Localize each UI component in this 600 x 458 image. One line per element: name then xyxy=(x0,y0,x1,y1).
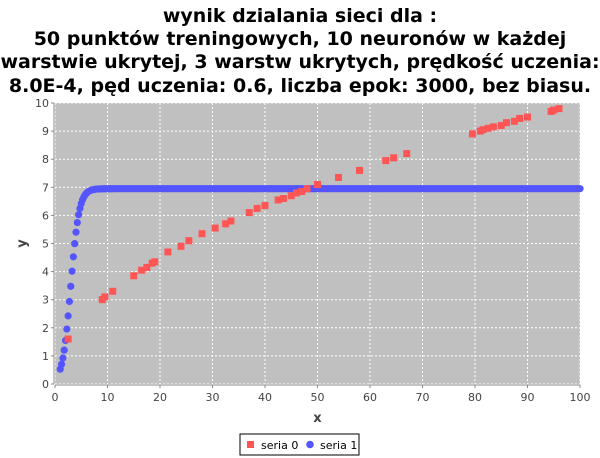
seria-0-point xyxy=(510,117,518,125)
seria-1-point xyxy=(69,253,77,261)
seria-0-point xyxy=(222,220,230,228)
y-tick-label: 3 xyxy=(42,294,49,307)
seria-1-point xyxy=(64,312,72,320)
x-axis-label: x xyxy=(313,411,322,426)
y-tick-label: 0 xyxy=(42,378,49,391)
seria-1-point xyxy=(72,228,80,236)
seria-0-point xyxy=(198,230,206,238)
seria-1-point xyxy=(73,218,81,227)
seria-1-point xyxy=(67,282,75,290)
seria-1-point xyxy=(59,354,67,362)
seria-1-point xyxy=(60,346,68,354)
x-tick-label: 100 xyxy=(570,391,591,404)
seria-0-point xyxy=(138,266,146,274)
series-seria-0 xyxy=(64,105,563,343)
x-tick-label: 0 xyxy=(52,391,59,404)
y-tick-label: 6 xyxy=(42,209,49,222)
x-tick-label: 80 xyxy=(468,391,482,404)
chart-title-line: warstwie ukrytej, 3 warstw ukrytych, prę… xyxy=(0,51,599,73)
seria-0-point xyxy=(303,185,311,193)
seria-0-point xyxy=(274,196,282,204)
seria-0-point xyxy=(151,258,159,266)
seria-1-point xyxy=(71,240,79,248)
x-axis-ticks: 0 10 20 30 40 50 60 70 80 90 100 xyxy=(52,385,591,404)
seria-0-point xyxy=(298,188,306,196)
y-tick-label: 1 xyxy=(42,350,49,363)
seria-1-point xyxy=(68,267,76,275)
y-axis-ticks: 0 1 2 3 4 5 6 7 8 9 10 xyxy=(35,97,54,391)
y-tick-label: 8 xyxy=(42,153,49,166)
seria-0-point xyxy=(497,121,505,129)
seria-0-point xyxy=(314,180,321,188)
legend-marker-seria-0 xyxy=(247,441,254,448)
y-axis-label: y xyxy=(15,239,30,248)
seria-0-point xyxy=(261,202,269,210)
seria-0-point xyxy=(503,119,510,127)
seria-1-point xyxy=(65,297,74,306)
chart-title-line: wynik dzialania sieci dla : xyxy=(163,5,437,27)
seria-0-point xyxy=(109,287,117,295)
seria-0-point xyxy=(489,123,497,131)
seria-0-point xyxy=(356,166,363,174)
legend-marker-seria-1 xyxy=(306,440,314,449)
x-tick-label: 90 xyxy=(521,391,535,404)
y-tick-label: 9 xyxy=(42,125,49,138)
seria-0-point xyxy=(245,209,253,217)
seria-0-point xyxy=(484,124,492,132)
seria-1-point xyxy=(57,360,66,368)
seria-0-point xyxy=(524,113,531,121)
x-tick-label: 10 xyxy=(101,391,115,404)
seria-0-point xyxy=(516,114,524,122)
x-tick-label: 20 xyxy=(153,391,167,404)
seria-0-point xyxy=(382,157,390,165)
seria-1-point xyxy=(576,185,584,193)
legend-box xyxy=(239,433,360,456)
seria-0-point xyxy=(550,106,558,114)
chart-title-line: 8.0E-4, pęd uczenia: 0.6, liczba epok: 3… xyxy=(9,75,591,97)
seria-0-point xyxy=(293,189,300,197)
chart-title-line: 50 punktów treningowych, 10 neuronów w k… xyxy=(34,28,567,50)
gridlines xyxy=(54,102,581,385)
legend-label-seria-1: seria 1 xyxy=(320,439,357,452)
legend-label-seria-0: seria 0 xyxy=(261,439,298,452)
seria-0-point xyxy=(403,150,411,158)
y-tick-label: 2 xyxy=(42,322,49,335)
seria-0-point xyxy=(335,173,342,181)
y-tick-label: 4 xyxy=(42,266,49,279)
seria-0-point xyxy=(101,293,109,301)
y-tick-label: 10 xyxy=(35,97,49,110)
y-tick-label: 5 xyxy=(42,238,49,251)
seria-0-point xyxy=(130,272,138,280)
chart-title: wynik dzialania sieci dla :50 punktów tr… xyxy=(0,5,599,97)
seria-0-point xyxy=(227,217,235,225)
seria-0-point xyxy=(177,242,185,250)
x-tick-label: 30 xyxy=(206,391,220,404)
seria-0-point xyxy=(143,263,151,271)
seria-0-point xyxy=(555,105,563,113)
x-tick-label: 60 xyxy=(363,391,377,404)
legend: seria 0 seria 1 xyxy=(239,433,360,456)
seria-0-point xyxy=(468,130,476,138)
seria-0-point xyxy=(64,335,72,343)
seria-0-point xyxy=(253,204,261,212)
seria-0-point xyxy=(279,195,287,203)
y-tick-label: 7 xyxy=(42,181,49,194)
x-tick-label: 50 xyxy=(311,391,325,404)
seria-0-point xyxy=(287,192,295,200)
series-seria-1 xyxy=(56,185,584,373)
x-tick-label: 40 xyxy=(258,391,272,404)
seria-0-point xyxy=(164,248,172,256)
seria-1-point xyxy=(63,325,71,333)
seria-1-point xyxy=(75,211,83,219)
seria-0-point xyxy=(185,237,193,245)
seria-0-point xyxy=(211,224,219,232)
x-tick-label: 70 xyxy=(416,391,430,404)
seria-0-point xyxy=(479,126,487,134)
seria-0-point xyxy=(390,154,398,162)
